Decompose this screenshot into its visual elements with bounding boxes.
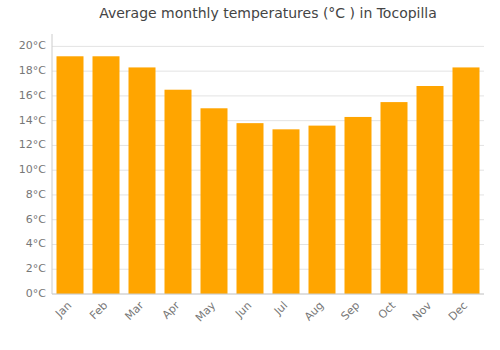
x-tick-labels: Jan Feb Mar Apr May Jun Jul Aug Sep Oct Nov Dec: [52, 299, 470, 325]
x-tick-label: Aug: [302, 299, 326, 323]
x-axis-line: [52, 294, 484, 295]
x-tick-label: Jan: [52, 299, 74, 321]
y-tick-label: 16°C: [19, 89, 46, 102]
y-tick-label: 4°C: [26, 237, 46, 250]
y-tick-label: 12°C: [19, 138, 46, 151]
bar: [129, 67, 156, 294]
bar: [93, 56, 120, 294]
y-tick-label: 18°C: [19, 64, 46, 77]
x-tick-label: Jun: [232, 299, 254, 321]
bar: [273, 129, 300, 294]
bars: [57, 56, 480, 294]
chart-svg: 0°C 2°C 4°C 6°C 8°C 10°C 12°C 14°C 16°C 18°C 20°C J…: [0, 0, 500, 350]
bar: [57, 56, 84, 294]
grid-line: [52, 294, 484, 295]
bar: [309, 126, 336, 294]
x-tick-label: Dec: [446, 299, 470, 323]
x-tick-label: Mar: [122, 299, 146, 323]
bar: [237, 123, 264, 294]
y-axis-line: [52, 34, 53, 294]
bar: [165, 90, 192, 294]
x-tick-label: May: [193, 299, 219, 325]
y-tick-label: 14°C: [19, 114, 46, 127]
y-tick-label: 20°C: [19, 39, 46, 52]
x-tick-label: Nov: [410, 299, 435, 324]
y-tick-label: 2°C: [26, 262, 46, 275]
bar: [345, 117, 372, 294]
y-grid: [52, 46, 484, 294]
bar: [417, 86, 444, 294]
x-tick-label: Jul: [271, 299, 290, 318]
chart-container: 0°C 2°C 4°C 6°C 8°C 10°C 12°C 14°C 16°C 18°C 20°C J…: [0, 0, 500, 350]
y-tick-label: 8°C: [26, 188, 46, 201]
bar: [381, 102, 408, 294]
y-tick-label: 0°C: [26, 287, 46, 300]
y-tick-label: 10°C: [19, 163, 46, 176]
x-tick-label: Feb: [87, 299, 110, 322]
x-tick-label: Oct: [376, 299, 399, 322]
bar: [453, 67, 480, 294]
y-tick-label: 6°C: [26, 213, 46, 226]
y-tick-labels: 0°C 2°C 4°C 6°C 8°C 10°C 12°C 14°C 16°C 18°C 20°C: [19, 39, 46, 300]
x-tick-label: Apr: [160, 299, 183, 322]
bar: [201, 108, 228, 294]
chart-title: Average monthly temperatures (°C ) in To…: [99, 5, 437, 21]
grid-line: [52, 46, 484, 47]
x-tick-label: Sep: [338, 299, 362, 323]
